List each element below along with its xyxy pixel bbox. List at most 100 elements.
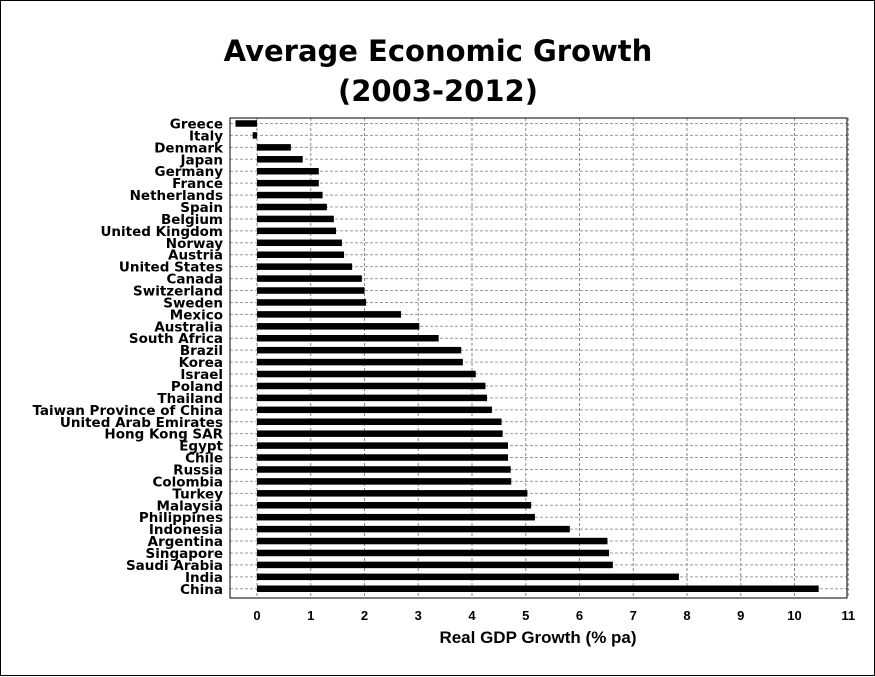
bar	[257, 549, 610, 557]
category-label: Russia	[173, 462, 223, 478]
bar	[257, 227, 337, 235]
category-label: Saudi Arabia	[126, 558, 223, 574]
x-tick-label: 11	[841, 608, 855, 623]
bar	[257, 179, 319, 187]
category-label: South Africa	[129, 331, 223, 347]
bar	[257, 585, 819, 593]
bar	[257, 418, 502, 425]
category-label: Brazil	[180, 343, 223, 359]
bar	[257, 263, 353, 270]
x-tick-label: 7	[630, 608, 637, 623]
bar	[257, 502, 532, 509]
category-label: Singapore	[146, 546, 224, 562]
bar	[257, 323, 420, 330]
category-label: Netherlands	[130, 188, 223, 204]
bar	[257, 144, 291, 151]
x-axis-label: Real GDP Growth (% pa)	[439, 628, 636, 647]
x-tick-label: 1	[307, 608, 314, 623]
bar	[257, 251, 345, 258]
category-label: Italy	[189, 128, 223, 144]
bar	[257, 382, 486, 390]
category-label: India	[185, 570, 223, 586]
bar	[257, 537, 608, 545]
category-label: China	[180, 582, 223, 598]
category-label: Argentina	[148, 534, 223, 550]
category-label: Poland	[171, 379, 223, 395]
bar	[257, 490, 528, 497]
category-label: France	[172, 176, 223, 192]
bar	[257, 478, 512, 485]
x-tick-label: 5	[522, 608, 529, 623]
bar	[257, 334, 439, 342]
category-label: Indonesia	[149, 522, 223, 538]
x-tick-label: 2	[361, 608, 368, 623]
bar	[257, 191, 323, 199]
bar	[257, 215, 334, 223]
category-label: United States	[119, 260, 223, 276]
category-label: Hong Kong SAR	[104, 427, 223, 443]
category-label: Denmark	[154, 140, 224, 156]
bar	[257, 573, 679, 581]
bar	[257, 358, 463, 366]
category-label: Thailand	[157, 391, 223, 407]
x-tick-label: 10	[787, 608, 801, 623]
bars	[235, 120, 819, 593]
category-label: Norway	[166, 236, 223, 252]
category-label: Malaysia	[157, 498, 223, 514]
chart-title-line2: (2003-2012)	[338, 74, 538, 108]
bar	[257, 346, 462, 354]
chart-title-line1: Average Economic Growth	[224, 34, 653, 68]
bar	[257, 287, 365, 294]
bar	[257, 442, 509, 449]
category-label: Austria	[168, 248, 223, 264]
bar	[257, 430, 503, 437]
bar	[257, 299, 367, 306]
category-label: Philippines	[139, 510, 223, 526]
bar	[257, 454, 509, 461]
category-labels: GreeceItalyDenmarkJapanGermanyFranceNeth…	[32, 117, 224, 598]
category-label: Germany	[155, 164, 224, 180]
category-label: Mexico	[170, 307, 223, 323]
bar	[257, 167, 319, 175]
category-label: Egypt	[179, 439, 223, 455]
bar	[257, 525, 570, 533]
bar	[257, 561, 613, 569]
bar	[257, 311, 402, 318]
category-label: Australia	[154, 319, 223, 335]
category-label: Belgium	[161, 212, 223, 228]
bar	[257, 275, 362, 282]
category-label: Taiwan Province of China	[32, 403, 223, 419]
bar	[257, 513, 535, 521]
category-label: Spain	[180, 200, 223, 216]
category-label: Turkey	[172, 486, 223, 502]
x-tick-label: 4	[468, 608, 476, 623]
x-tick-label: 6	[576, 608, 583, 623]
x-tick-label: 0	[253, 608, 260, 623]
category-label: Chile	[185, 451, 223, 467]
bar	[257, 406, 492, 414]
x-tick-label: 3	[415, 608, 422, 623]
category-label: United Kingdom	[100, 224, 223, 240]
bar	[257, 394, 488, 402]
category-label: Switzerland	[133, 284, 223, 300]
bar	[257, 370, 476, 378]
plot-area-border	[229, 117, 848, 599]
bar	[257, 203, 327, 211]
category-label: Sweden	[163, 295, 223, 311]
category-label: United Arab Emirates	[60, 415, 223, 431]
bar	[257, 239, 342, 247]
category-label: Israel	[180, 367, 223, 383]
bar	[257, 156, 303, 163]
category-label: Greece	[170, 117, 223, 133]
bar	[257, 466, 511, 473]
bar	[252, 132, 257, 139]
category-label: Korea	[179, 355, 223, 371]
x-tick-labels: 0 1 2 3 4 5 6 7 8 9 10 11	[253, 608, 855, 623]
bar	[235, 120, 257, 127]
category-label: Canada	[166, 272, 223, 288]
category-label: Japan	[179, 152, 223, 168]
x-tick-label: 8	[683, 608, 690, 623]
x-tick-label: 9	[737, 608, 744, 623]
